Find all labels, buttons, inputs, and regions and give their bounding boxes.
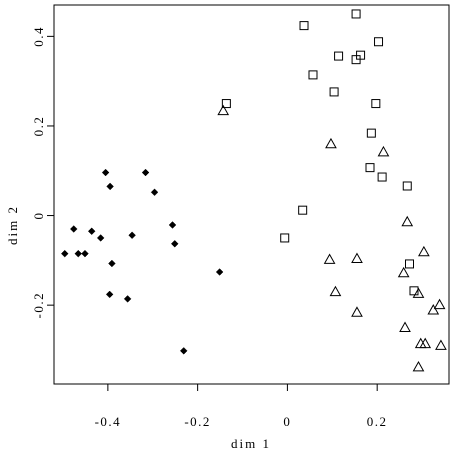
triangle-point xyxy=(418,245,430,257)
diamond-point xyxy=(108,259,116,268)
square-point xyxy=(405,259,414,269)
triangle-point xyxy=(329,285,342,297)
triangle-point xyxy=(351,306,363,317)
triangle-point xyxy=(217,104,230,116)
triangle-point xyxy=(397,266,410,278)
triangle-point xyxy=(435,339,447,350)
square-point xyxy=(329,87,339,97)
square-point xyxy=(365,163,375,173)
y-tick-label: 0.2 xyxy=(31,116,46,137)
x-tick-label: -0.4 xyxy=(95,414,122,429)
diamond-point xyxy=(96,234,105,242)
triangle-point xyxy=(427,304,440,315)
triangle-point xyxy=(351,252,363,263)
square-point xyxy=(299,21,309,31)
diamond-point xyxy=(74,249,82,258)
square-point xyxy=(308,70,318,80)
x-tick-label: -0.2 xyxy=(184,414,211,429)
y-tick-label: 0 xyxy=(31,212,46,220)
triangle-point xyxy=(377,145,390,157)
triangle-point xyxy=(401,215,414,227)
square-point xyxy=(351,55,361,65)
triangle-point xyxy=(433,298,446,310)
diamond-point xyxy=(150,188,159,197)
diamond-point xyxy=(123,295,132,303)
diamond-point xyxy=(215,268,224,276)
diamond-point xyxy=(168,221,177,229)
square-point xyxy=(377,172,387,182)
y-axis: -0.2 0 0.2 0.4 xyxy=(31,26,54,318)
diamond-point xyxy=(69,225,78,233)
data-points xyxy=(61,9,447,372)
y-tick-label: -0.2 xyxy=(31,292,46,319)
diamond-point xyxy=(105,290,114,299)
square-point xyxy=(402,181,412,191)
square-point xyxy=(221,99,231,109)
diamond-point xyxy=(128,231,136,240)
triangle-point xyxy=(325,137,337,149)
diamond-point xyxy=(87,227,96,235)
diamond-point xyxy=(170,240,179,248)
plot-frame xyxy=(53,4,450,385)
triangle-point xyxy=(412,360,425,372)
triangle-point xyxy=(399,321,411,332)
x-axis: -0.4 -0.2 0 0.2 xyxy=(95,384,388,429)
diamond-point xyxy=(81,249,89,258)
square-point xyxy=(280,233,290,243)
square-point xyxy=(351,9,361,19)
square-point xyxy=(374,37,384,47)
diamond-point xyxy=(141,168,150,177)
diamond-point xyxy=(106,182,114,191)
triangle-point xyxy=(412,287,425,298)
y-axis-label: dim 2 xyxy=(5,205,20,245)
x-axis-label: dim 1 xyxy=(231,436,271,451)
square-point xyxy=(409,286,419,296)
triangle-point xyxy=(323,253,336,264)
square-point xyxy=(334,51,344,61)
x-tick-label: 0 xyxy=(283,414,291,429)
square-point xyxy=(371,99,381,109)
diamond-point xyxy=(179,347,188,355)
square-point xyxy=(366,128,376,138)
x-tick-label: 0.2 xyxy=(367,414,388,429)
diamond-point xyxy=(101,168,110,177)
diamond-point xyxy=(61,249,69,258)
square-point xyxy=(298,205,308,215)
triangle-point xyxy=(419,337,432,349)
y-tick-label: 0.4 xyxy=(31,26,46,47)
